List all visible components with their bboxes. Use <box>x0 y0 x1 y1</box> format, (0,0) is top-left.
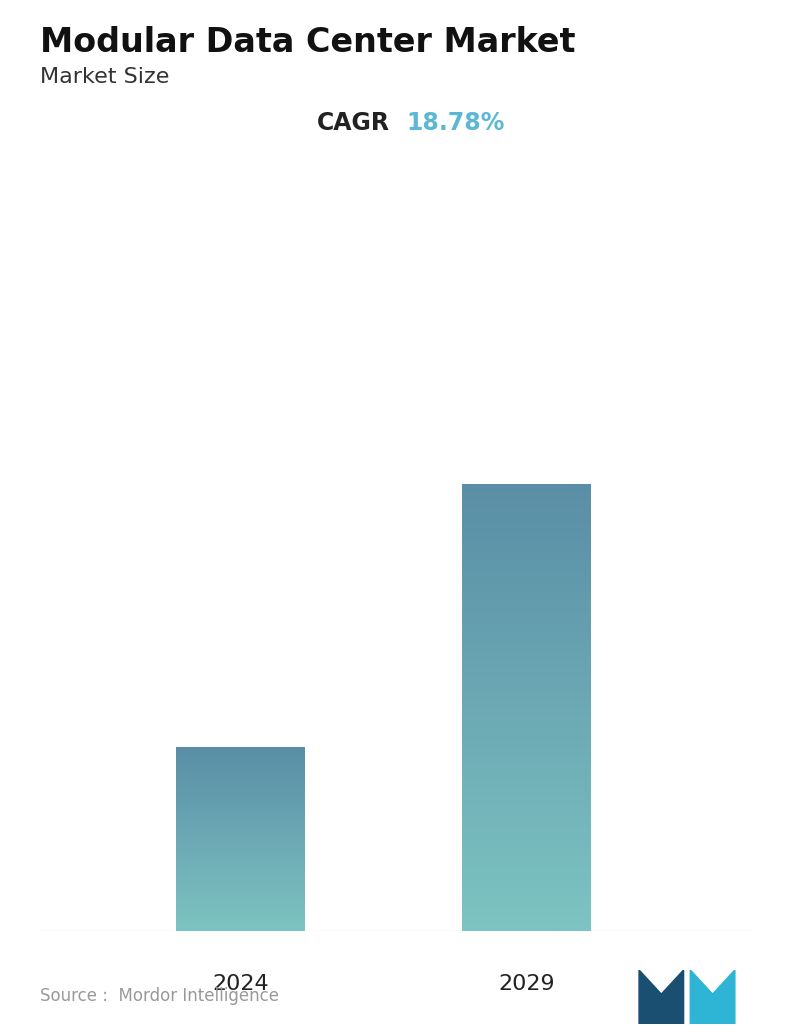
Text: 2024: 2024 <box>212 974 269 994</box>
Polygon shape <box>690 970 735 1024</box>
Text: Market Size: Market Size <box>40 67 170 87</box>
Polygon shape <box>639 970 684 1024</box>
Text: Modular Data Center Market: Modular Data Center Market <box>40 26 576 59</box>
Text: CAGR: CAGR <box>317 111 390 134</box>
Text: Source :  Mordor Intelligence: Source : Mordor Intelligence <box>40 987 279 1005</box>
Text: 2029: 2029 <box>498 974 556 994</box>
Text: 18.78%: 18.78% <box>406 111 505 134</box>
